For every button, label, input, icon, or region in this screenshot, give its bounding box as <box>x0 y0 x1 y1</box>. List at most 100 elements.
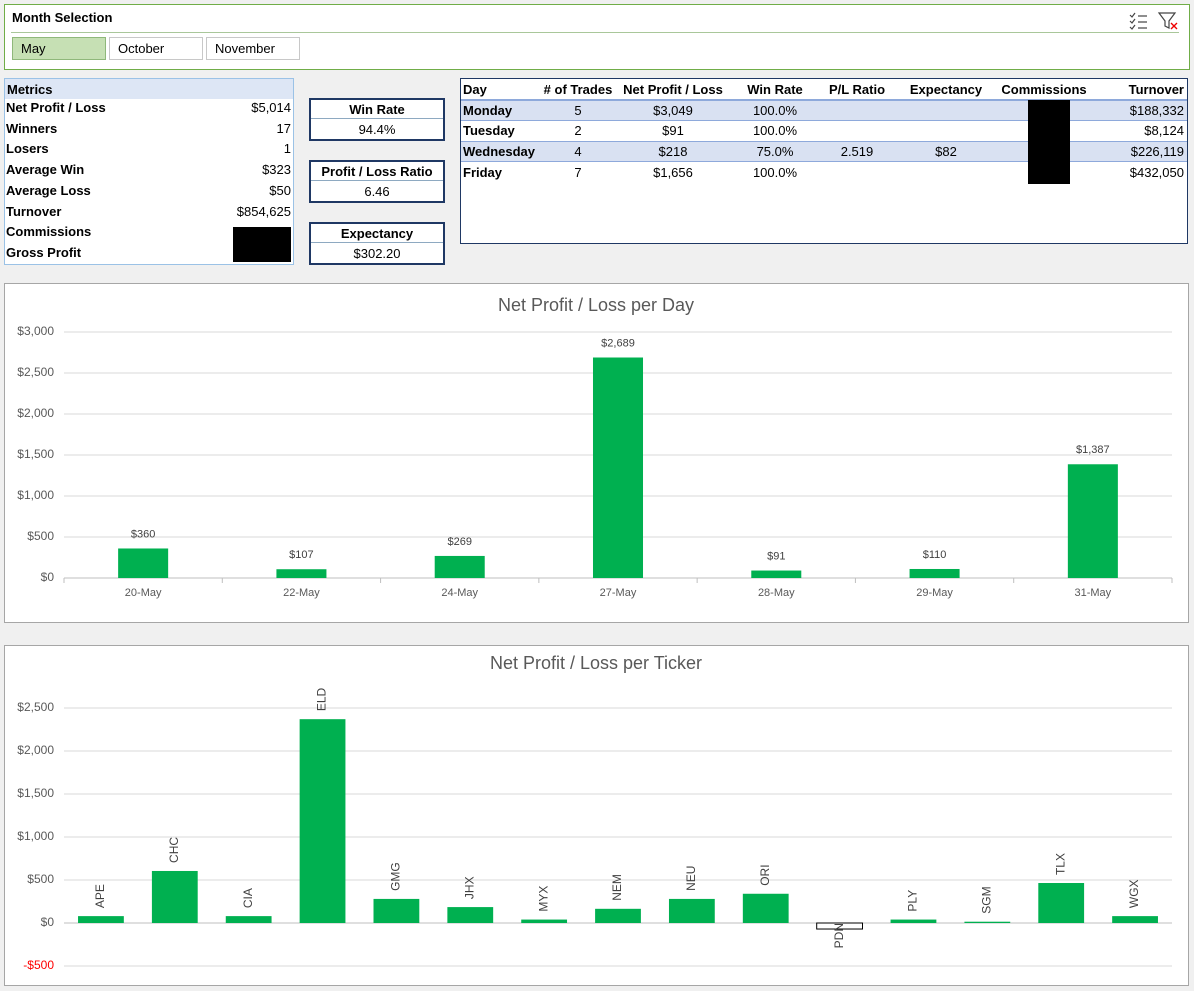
bar <box>1067 464 1118 578</box>
metric-label: Average Win <box>6 162 85 178</box>
data-label: $360 <box>131 528 155 540</box>
day-cell: $188,332 <box>1129 103 1184 118</box>
bar-category-label: SGM <box>980 886 994 913</box>
bar <box>1112 916 1158 923</box>
metric-label: Gross Profit <box>6 244 82 260</box>
bar <box>299 719 346 923</box>
bar <box>1038 883 1085 923</box>
kpi-value: 94.4% <box>358 122 396 137</box>
day-cell: $82 <box>935 144 957 159</box>
metric-label: Average Loss <box>6 182 91 198</box>
column-header: Commissions <box>1001 82 1087 97</box>
metrics-header: Metrics <box>5 79 293 99</box>
slicer-title: Month Selection <box>12 10 113 25</box>
bar-category-label: MYX <box>536 886 550 912</box>
bar <box>434 555 485 578</box>
y-tick-label: $500 <box>27 529 54 543</box>
bar-category-label: CIA <box>241 888 255 908</box>
bar <box>742 893 789 923</box>
redaction <box>233 227 291 262</box>
bar-category-label: TLX <box>1053 853 1067 875</box>
y-tick-label: $1,500 <box>17 786 54 800</box>
y-tick-label: $2,500 <box>17 700 54 714</box>
kpi-value: 6.46 <box>364 184 390 199</box>
metric-value: $5,014 <box>251 100 291 115</box>
kpi-divider <box>311 118 443 119</box>
data-label: $107 <box>289 549 313 561</box>
day-cell: 2 <box>574 123 582 138</box>
chart-title: Net Profit / Loss per Ticker <box>490 653 702 673</box>
slicer-button[interactable]: October <box>109 37 203 60</box>
day-cell: $3,049 <box>653 103 693 118</box>
y-tick-label: $1,500 <box>17 447 54 461</box>
bar <box>276 569 327 578</box>
y-tick-label: -$500 <box>23 958 54 972</box>
slicer-button[interactable]: November <box>206 37 300 60</box>
day-cell: $226,119 <box>1130 144 1184 159</box>
day-cell: 100.0% <box>752 165 798 180</box>
data-label: $91 <box>767 550 785 562</box>
day-name: Tuesday <box>463 123 515 138</box>
kpi-value: $302.20 <box>353 246 401 261</box>
metric-value: $50 <box>269 182 291 198</box>
day-cell: $91 <box>662 123 684 138</box>
kpi-divider <box>311 242 443 243</box>
chart-title: Net Profit / Loss per Day <box>498 295 694 315</box>
day-cell: 100.0% <box>752 123 798 138</box>
kpi-box <box>309 160 445 203</box>
x-tick-label: 20-May <box>125 587 162 599</box>
metric-value: 1 <box>283 141 291 157</box>
day-cell: 4 <box>574 144 582 159</box>
column-header: Net Profit / Loss <box>623 82 723 97</box>
day-cell: 75.0% <box>756 144 794 159</box>
day-cell: 7 <box>574 165 582 180</box>
slicer-icons[interactable] <box>1127 10 1183 30</box>
y-tick-label: $1,000 <box>17 488 54 502</box>
bar <box>816 922 863 930</box>
data-label: $110 <box>923 549 947 561</box>
bar <box>521 919 568 923</box>
row-band <box>461 141 1187 162</box>
day-cell: $218 <box>658 144 688 159</box>
header-rule <box>461 99 1187 100</box>
y-tick-label: $1,000 <box>17 829 54 843</box>
kpi-box <box>309 98 445 141</box>
slicer-divider <box>11 32 1179 33</box>
y-tick-label: $2,500 <box>17 365 54 379</box>
bar-category-label: ORI <box>758 864 772 885</box>
bar <box>118 548 169 578</box>
day-cell: 2.519 <box>840 144 874 159</box>
day-cell: 100.0% <box>752 103 798 118</box>
kpi-box <box>309 222 445 265</box>
bar-category-label: NEU <box>684 866 698 891</box>
y-tick-label: $3,000 <box>17 324 54 338</box>
metric-label: Commissions <box>6 224 92 240</box>
bar <box>751 570 802 578</box>
column-header: P/L Ratio <box>828 82 886 97</box>
data-label: $269 <box>447 536 471 548</box>
metric-label: Net Profit / Loss <box>6 100 106 115</box>
chart-panel <box>4 645 1189 986</box>
y-tick-label: $0 <box>41 915 55 929</box>
bar-category-label: PLY <box>906 890 920 912</box>
x-tick-label: 27-May <box>600 587 637 599</box>
column-header: Day <box>463 82 487 97</box>
bar-category-label: WGX <box>1127 879 1141 908</box>
bar-category-label: APE <box>93 884 107 908</box>
row-band <box>461 100 1187 121</box>
bar <box>225 916 272 923</box>
x-tick-label: 29-May <box>916 587 953 599</box>
data-label: $1,387 <box>1076 444 1110 456</box>
metric-value: $323 <box>262 162 291 178</box>
x-tick-label: 24-May <box>441 587 478 599</box>
bar-category-label: PDN <box>832 923 846 948</box>
kpi-divider <box>311 180 443 181</box>
metric-label: Losers <box>6 141 49 157</box>
y-tick-label: $500 <box>27 872 54 886</box>
column-header: Win Rate <box>747 82 803 97</box>
day-cell: $1,656 <box>653 165 693 180</box>
bar-category-label: CHC <box>167 837 181 863</box>
bar-category-label: JHX <box>462 876 476 899</box>
y-tick-label: $2,000 <box>17 743 54 757</box>
slicer-button[interactable]: May <box>12 37 106 60</box>
